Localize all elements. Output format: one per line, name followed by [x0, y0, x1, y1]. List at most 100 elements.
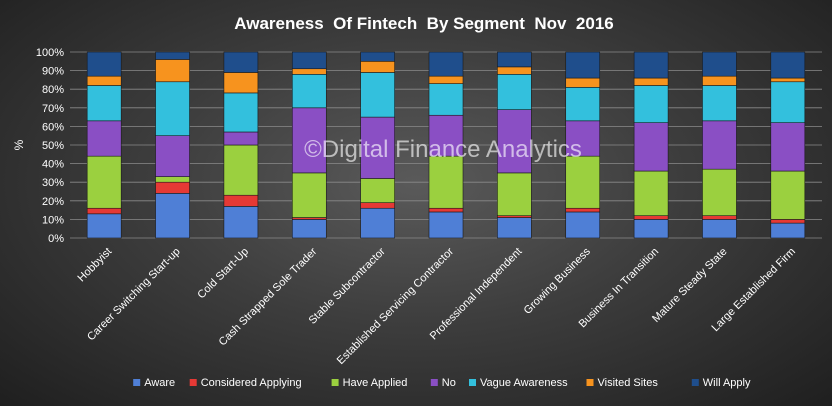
legend-swatch	[469, 379, 476, 386]
bar-stack	[633, 51, 669, 239]
y-tick-label: 0%	[48, 233, 64, 245]
bar-segment	[223, 51, 259, 73]
y-axis-label: %	[12, 139, 26, 150]
bar-segment	[291, 51, 327, 70]
bar-segment	[360, 178, 395, 203]
bar-stack	[702, 51, 737, 239]
bar-segment	[428, 51, 464, 77]
bar-segment	[223, 131, 259, 146]
bar-segment	[428, 155, 464, 209]
bar-segment	[497, 172, 532, 216]
bar-segment	[770, 222, 806, 239]
bar-segment	[565, 77, 601, 88]
bar-stack	[291, 51, 327, 239]
bar-segment	[291, 74, 327, 109]
bar-segment	[155, 193, 190, 239]
legend-label: Vague Awareness	[480, 377, 568, 389]
bar-segment	[770, 170, 806, 220]
bar-segment	[702, 168, 737, 216]
bar-segment	[770, 81, 806, 123]
bar-segment	[702, 51, 737, 77]
legend-item: Visited Sites	[586, 377, 658, 389]
bar-segment	[86, 207, 122, 215]
bar-segment	[291, 172, 327, 218]
bar-segment	[360, 60, 395, 73]
bar-segment	[497, 51, 532, 68]
bar-segment	[633, 215, 669, 220]
y-tick-label: 100%	[36, 47, 64, 59]
bar-segment	[155, 51, 190, 60]
bar-segment	[770, 77, 806, 83]
bar-segment	[702, 85, 737, 122]
chart-title: Awareness Of Fintech By Segment Nov 2016	[234, 14, 614, 33]
bar-segment	[565, 120, 601, 157]
legend-item: Have Applied	[331, 377, 407, 389]
bar-segment	[633, 77, 669, 86]
bar-segment	[86, 120, 122, 157]
x-tick-label: Stable Subcontractor	[307, 245, 388, 326]
x-tick-label: Growing Business	[522, 245, 594, 317]
x-tick-label: Cold Start-Up	[195, 246, 251, 302]
bar-segment	[155, 181, 190, 194]
y-tick-label: 80%	[42, 84, 64, 96]
bar-segment	[770, 122, 806, 172]
bar-segment	[86, 213, 122, 239]
y-tick-label: 70%	[42, 103, 64, 115]
x-tick-label: Hobbyist	[76, 246, 115, 285]
bar-segment	[360, 207, 395, 239]
bar-segment	[86, 75, 122, 86]
bar-segment	[702, 215, 737, 220]
bar-segment	[360, 116, 395, 179]
bar-stack	[770, 51, 806, 239]
bar-segment	[360, 202, 395, 209]
bar-segment	[86, 155, 122, 209]
bar-segment	[223, 194, 259, 207]
legend-swatch	[586, 379, 594, 386]
bar-segment	[770, 219, 806, 224]
bar-stack	[86, 51, 122, 239]
bar-segment	[565, 155, 601, 209]
bar-segment	[155, 59, 190, 83]
y-tick-label: 30%	[42, 177, 64, 189]
bar-stack	[360, 51, 395, 239]
bar-segment	[428, 75, 464, 84]
bar-segment	[428, 211, 464, 239]
bar-segment	[155, 81, 190, 137]
legend-swatch	[691, 379, 699, 386]
bar-segment	[633, 170, 669, 216]
legend: Aware Considered Applying Have Applied No Va…	[133, 377, 751, 389]
bar-segment	[223, 144, 259, 196]
bar-segment	[633, 122, 669, 172]
bar-segment	[86, 51, 122, 77]
legend-item: No	[430, 377, 456, 389]
bar-segment	[223, 206, 259, 239]
bar-segment	[497, 74, 532, 110]
bar-segment	[223, 72, 259, 94]
bar-segment	[565, 51, 601, 79]
bar-segment	[702, 75, 737, 86]
y-tick-label: 40%	[42, 159, 64, 171]
bar-segment	[633, 51, 669, 79]
bar-segment	[428, 114, 464, 157]
bar-segment	[497, 217, 532, 239]
y-tick-label: 20%	[42, 196, 64, 208]
bar-segment	[155, 135, 190, 177]
legend-item: Vague Awareness	[469, 377, 568, 389]
legend-item: Will Apply	[691, 377, 751, 389]
bar-segment	[565, 211, 601, 239]
bar-segment	[86, 85, 122, 122]
bar-segment	[497, 66, 532, 75]
bar-segment	[702, 120, 737, 170]
legend-label: Will Apply	[703, 377, 751, 389]
bar-segment	[291, 219, 327, 239]
legend-swatch	[189, 379, 197, 386]
legend-swatch	[430, 379, 438, 386]
x-tick-label: Mature Steady State	[650, 246, 729, 325]
legend-item: Aware	[133, 377, 175, 389]
legend-label: No	[442, 377, 456, 389]
bar-stack	[155, 51, 190, 239]
bar-segment	[223, 92, 259, 133]
y-tick-label: 60%	[42, 121, 64, 133]
bar-segment	[360, 72, 395, 118]
